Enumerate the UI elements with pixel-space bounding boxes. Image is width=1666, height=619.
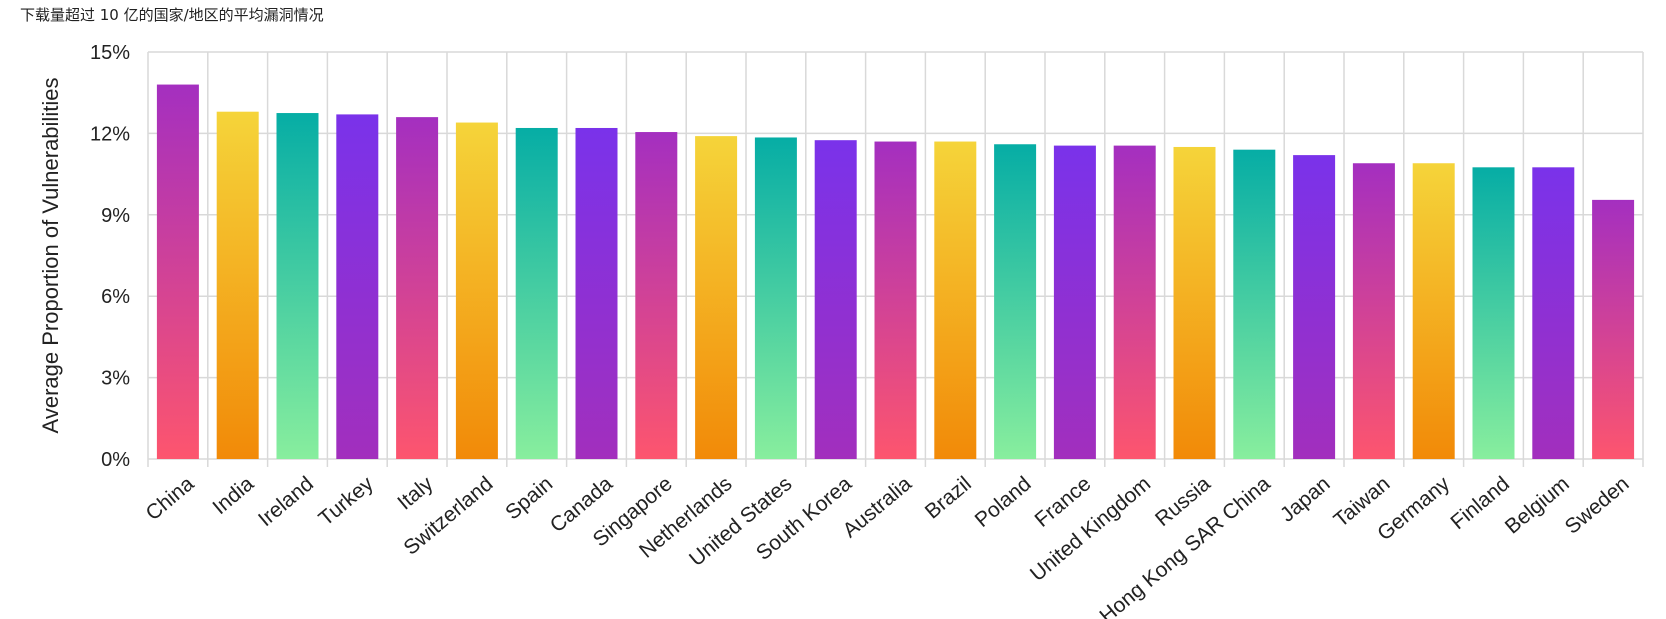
y-axis-label: Average Proportion of Vulnerabilities [38, 78, 63, 434]
x-tick-label: Poland [971, 472, 1036, 532]
x-tick-label: Ireland [254, 472, 318, 531]
x-tick-label: Sweden [1561, 472, 1634, 538]
bar-china [156, 84, 199, 459]
bar-united-states [754, 137, 797, 459]
y-tick-label: 15% [90, 42, 130, 64]
y-tick-label: 0% [101, 449, 130, 471]
bar-belgium [1532, 167, 1575, 460]
bar-finland [1472, 167, 1515, 460]
bar-hong-kong-sar-china [1233, 149, 1276, 459]
bar-spain [515, 127, 558, 460]
bar-canada [575, 127, 618, 460]
bar-india [216, 111, 259, 460]
bar-italy [396, 117, 439, 460]
bars [156, 84, 1635, 460]
bar-germany [1412, 163, 1455, 459]
bar-sweden [1592, 199, 1635, 460]
bar-netherlands [695, 136, 738, 459]
bar-poland [994, 144, 1037, 459]
bar-turkey [336, 114, 379, 459]
x-tick-label: Japan [1276, 472, 1335, 526]
y-tick-label: 12% [90, 123, 130, 145]
bar-france [1053, 145, 1096, 460]
x-tick-label: Belgium [1501, 472, 1574, 538]
x-tick-label: Australia [839, 472, 917, 542]
bar-singapore [635, 132, 678, 459]
x-tick-label: Turkey [314, 472, 378, 531]
x-tick-label: Italy [393, 472, 438, 515]
bar-ireland [276, 113, 319, 460]
bar-brazil [934, 141, 977, 460]
bar-taiwan [1352, 163, 1395, 459]
bar-united-kingdom [1113, 145, 1156, 460]
y-tick-label: 6% [101, 286, 130, 308]
x-tick-label: India [208, 472, 258, 519]
bar-south-korea [814, 140, 857, 459]
y-axis-ticks: 0% 3% 6% 9% 12% 15% [90, 42, 130, 471]
page-title: 下载量超过 10 亿的国家/地区的平均漏洞情况 [20, 6, 324, 24]
bar-japan [1293, 155, 1336, 459]
bar-russia [1173, 146, 1216, 459]
bar-australia [874, 141, 917, 460]
bar-switzerland [455, 122, 498, 460]
x-tick-label: United States [685, 472, 796, 571]
y-tick-label: 3% [101, 368, 130, 390]
x-tick-label: China [142, 472, 199, 525]
x-tick-label: Brazil [921, 472, 976, 523]
y-tick-label: 9% [101, 205, 130, 227]
